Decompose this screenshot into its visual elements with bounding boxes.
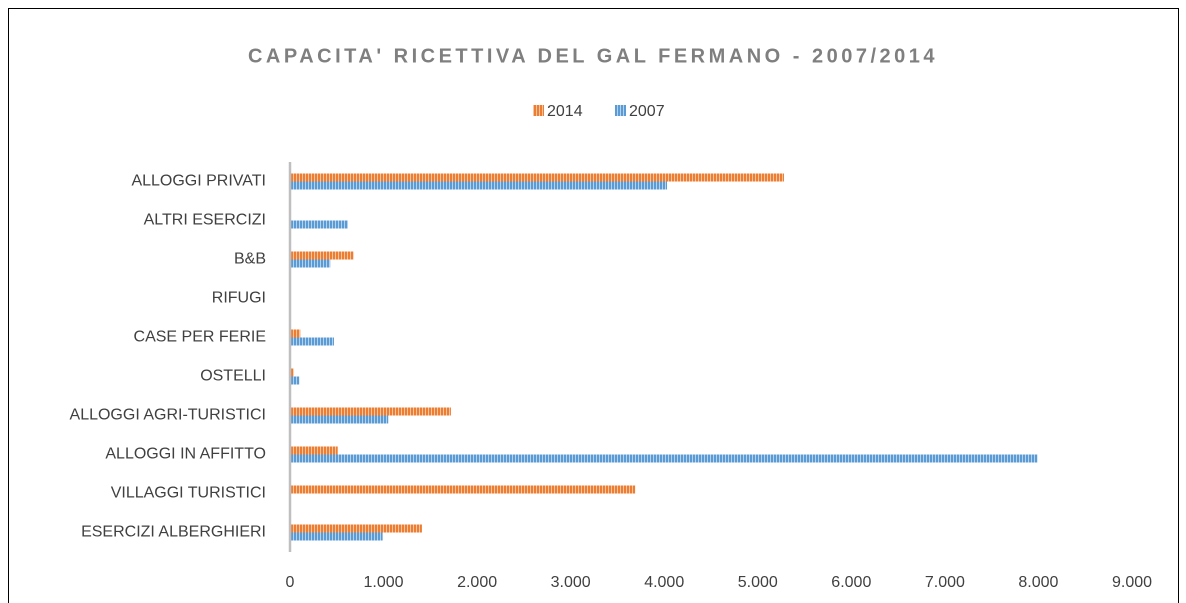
chart-border xyxy=(8,8,1179,603)
bar xyxy=(290,337,334,346)
bar xyxy=(290,485,636,494)
y-tick-label: ALLOGGI IN AFFITTO xyxy=(105,446,266,463)
x-tick-label: 7.000 xyxy=(925,574,965,591)
bar xyxy=(290,532,383,541)
bar xyxy=(290,173,784,182)
x-tick-label: 1.000 xyxy=(364,574,404,591)
x-tick-label: 3.000 xyxy=(551,574,591,591)
legend-label: 2007 xyxy=(629,103,665,120)
y-tick-label: VILLAGGI TURISTICI xyxy=(111,485,266,502)
bar xyxy=(290,376,300,385)
bar xyxy=(290,259,331,268)
x-tick-label: 4.000 xyxy=(644,574,684,591)
bar xyxy=(290,454,1038,463)
legend-label: 2014 xyxy=(547,103,583,120)
y-tick-label: B&B xyxy=(234,251,266,268)
bar xyxy=(290,220,349,229)
bar xyxy=(290,524,422,533)
x-tick-label: 5.000 xyxy=(738,574,778,591)
legend-swatch xyxy=(533,105,544,116)
bar xyxy=(290,407,451,416)
y-tick-label: ESERCIZI ALBERGHIERI xyxy=(81,524,266,541)
x-tick-label: 9.000 xyxy=(1112,574,1152,591)
bar xyxy=(290,368,294,377)
y-tick-label: OSTELLI xyxy=(200,368,266,385)
y-tick-label: ALLOGGI AGRI-TURISTICI xyxy=(70,407,266,424)
x-tick-label: 0 xyxy=(286,574,295,591)
chart-title: CAPACITA' RICETTIVA DEL GAL FERMANO - 20… xyxy=(248,45,938,67)
y-tick-label: RIFUGI xyxy=(212,290,266,307)
x-tick-label: 8.000 xyxy=(1018,574,1058,591)
x-tick-label: 6.000 xyxy=(831,574,871,591)
x-tick-label: 2.000 xyxy=(457,574,497,591)
y-tick-label: ALTRI ESERCIZI xyxy=(144,212,266,229)
bar xyxy=(290,181,668,190)
bar xyxy=(290,446,338,455)
bar xyxy=(290,251,354,260)
bar xyxy=(290,329,301,338)
bar xyxy=(290,415,389,424)
legend-swatch xyxy=(615,105,626,116)
y-tick-label: ALLOGGI PRIVATI xyxy=(131,173,266,190)
y-tick-label: CASE PER FERIE xyxy=(134,329,266,346)
